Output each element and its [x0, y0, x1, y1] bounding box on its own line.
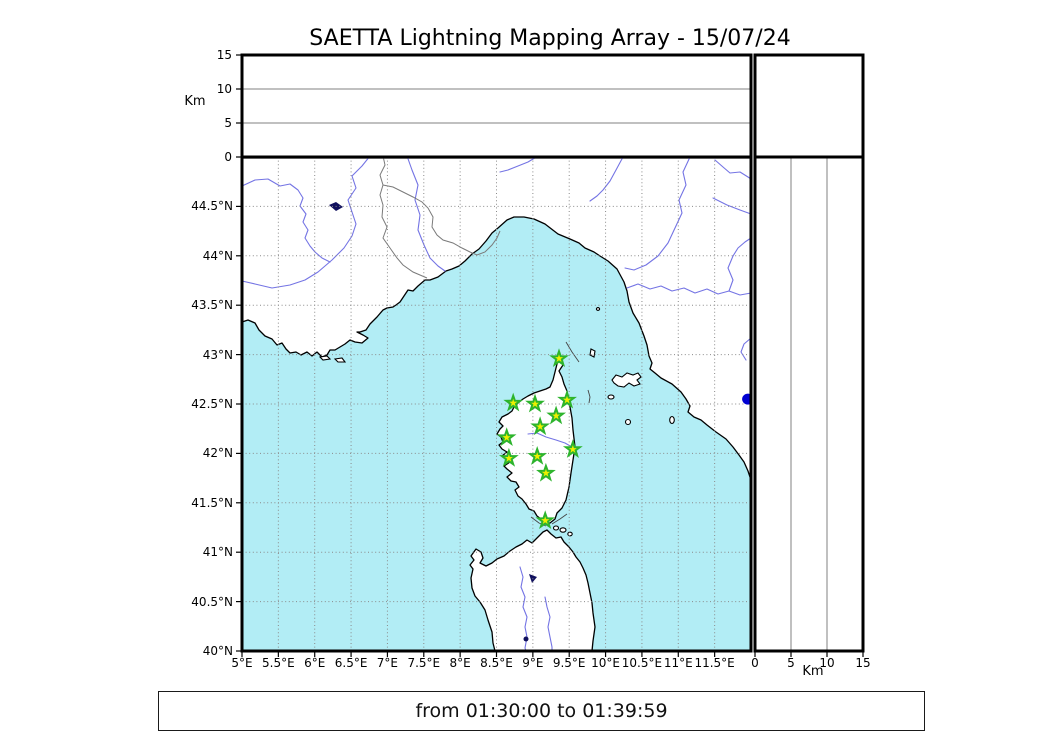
lon-tick-label: 8°E [449, 656, 471, 670]
lon-tick-label: 10°E [591, 656, 621, 670]
lon-tick-label: 6.5°E [334, 656, 368, 670]
time-range-box: from 01:30:00 to 01:39:59 [158, 691, 925, 731]
lon-tick-label: 8.5°E [480, 656, 513, 670]
small-islands [318, 307, 675, 537]
histogram-panel [755, 55, 863, 157]
altitude-ytick-label: 5 [224, 116, 232, 130]
panel-frames [240, 53, 865, 653]
altitude-ytick-label: 0 [224, 150, 232, 164]
mainland-coastline [241, 157, 752, 481]
right-altitude-panel [755, 157, 863, 651]
lon-tick-label: 9°E [522, 656, 544, 670]
altitude-ytick-label: 10 [216, 82, 232, 96]
station-star-marker [527, 446, 548, 465]
lon-tick-label: 9.5°E [552, 656, 586, 670]
station-star-marker [546, 405, 566, 425]
altitude-xtick-label: 5 [787, 656, 795, 670]
station-star-marker [503, 392, 524, 412]
lat-tick-label: 44.5°N [191, 199, 233, 214]
sardinia-coastline [469, 529, 596, 652]
altitude-unit-label-left: Km [184, 94, 206, 109]
station-star-marker [557, 389, 577, 409]
lon-tick-label: 11°E [663, 656, 693, 670]
station-star-marker [525, 393, 545, 413]
lat-tick-label: 41.5°N [191, 495, 233, 510]
station-star-marker [535, 510, 556, 530]
altitude-unit-label-right: Km [802, 664, 824, 679]
country-borders [379, 156, 501, 279]
lat-tick-label: 42.5°N [191, 397, 233, 411]
lon-tick-label: 5°E [231, 656, 253, 670]
station-star-marker [496, 427, 517, 447]
lon-tick-label: 11.5°E [694, 656, 735, 670]
top-altitude-panel [242, 55, 751, 157]
sea-marks [530, 341, 591, 527]
lat-tick-label: 44°N [202, 248, 233, 263]
rivers [241, 156, 752, 652]
station-star-marker [536, 462, 556, 482]
lat-tick-label: 43°N [202, 347, 233, 362]
map-panel [241, 156, 752, 652]
lat-tick-label: 41°N [202, 545, 233, 560]
altitude-ytick-label: 15 [216, 48, 232, 62]
lon-tick-label: 10.5°E [621, 656, 663, 670]
station-markers [496, 348, 583, 530]
station-star-marker [549, 348, 569, 367]
altitude-xtick-label: 15 [855, 656, 871, 670]
station-star-marker [530, 416, 551, 436]
station-star-marker [498, 447, 519, 467]
lat-tick-label: 40°N [202, 644, 233, 658]
time-range-text: from 01:30:00 to 01:39:59 [415, 700, 668, 722]
lon-tick-label: 7.5°E [407, 656, 441, 670]
station-star-marker [562, 439, 583, 458]
lon-tick-label: 6°E [304, 656, 326, 670]
page-title: SAETTA Lightning Mapping Array - 15/07/2… [309, 26, 791, 51]
lat-tick-label: 40.5°N [191, 594, 233, 609]
lon-tick-label: 5.5°E [262, 656, 295, 670]
altitude-xtick-label: 10 [819, 656, 835, 670]
lon-tick-label: 7°E [376, 656, 398, 670]
lat-tick-label: 42°N [202, 446, 233, 461]
altitude-xtick-label: 0 [751, 656, 759, 670]
lat-tick-label: 43.5°N [191, 298, 233, 313]
